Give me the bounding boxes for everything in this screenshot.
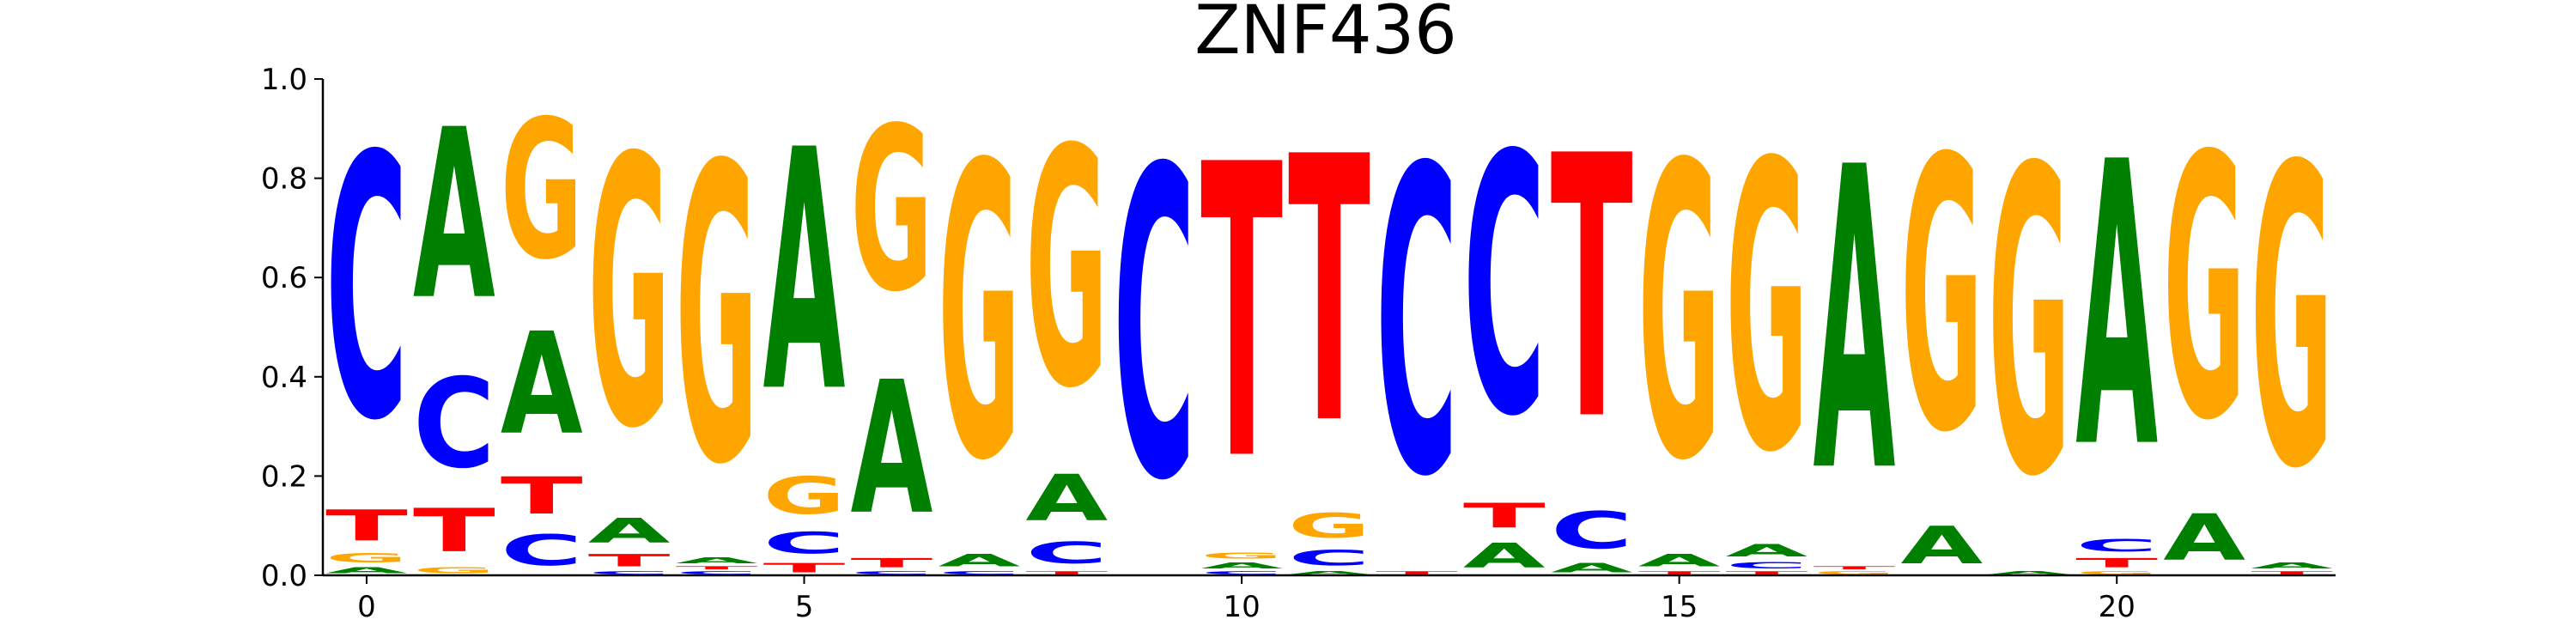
logo-letter-G-pos21: G bbox=[2163, 80, 2245, 500]
logo-letter-A-pos14: A bbox=[1551, 561, 1633, 575]
logo-letter-A-pos4: A bbox=[676, 556, 758, 565]
logo-letter-C-pos20: C bbox=[2075, 536, 2158, 556]
logo-letter-T-pos4: T bbox=[676, 566, 758, 571]
y-tick-label: 0.0 bbox=[261, 559, 307, 593]
logo-letter-G-pos15: G bbox=[1638, 80, 1721, 549]
logo-letter-T-pos15: T bbox=[1638, 570, 1721, 575]
logo-letter-C-pos2: C bbox=[501, 526, 583, 576]
logo-letter-T-pos8: T bbox=[1025, 570, 1108, 575]
logo-letter-T-pos14: T bbox=[1551, 79, 1634, 500]
logo-letter-G-pos1: G bbox=[413, 565, 495, 575]
logo-letter-T-pos11: T bbox=[1288, 79, 1371, 504]
logo-letter-C-pos10: C bbox=[1200, 570, 1283, 575]
logo-letter-G-pos17: G bbox=[1814, 570, 1896, 575]
logo-letter-G-pos0: G bbox=[325, 550, 408, 565]
logo-letter-G-pos8: G bbox=[1025, 81, 1108, 460]
logo-letter-A-pos3: A bbox=[588, 511, 671, 550]
logo-letter-A-pos20: A bbox=[2075, 80, 2159, 534]
logo-letter-C-pos16: C bbox=[1726, 561, 1808, 571]
logo-letter-A-pos0: A bbox=[325, 566, 408, 575]
logo-letter-T-pos13: T bbox=[1463, 496, 1546, 536]
logo-letter-G-pos16: G bbox=[1726, 81, 1808, 540]
logo-letter-G-pos22: G bbox=[2251, 81, 2333, 560]
logo-letter-C-pos9: C bbox=[1113, 82, 1195, 574]
logo-letter-A-pos6: A bbox=[851, 343, 933, 555]
logo-letter-G-pos6: G bbox=[851, 80, 933, 342]
logo-letter-A-pos18: A bbox=[1900, 516, 1983, 575]
x-tick-label: 15 bbox=[1661, 590, 1698, 624]
logo-letter-A-pos10: A bbox=[1200, 561, 1283, 570]
logo-letter-A-pos2: A bbox=[501, 304, 583, 466]
chart-axes: 0.0 0.2 0.4 0.6 0.8 1.0 0 5 10 15 20 bbox=[261, 63, 2336, 624]
y-tick-label: 0.8 bbox=[261, 162, 307, 197]
logo-letter-G-pos11: G bbox=[1288, 506, 1370, 545]
logo-letter-C-pos0: C bbox=[325, 81, 408, 501]
logo-letter-G-pos10: G bbox=[1200, 550, 1283, 561]
logo-letter-A-pos1: A bbox=[413, 79, 495, 351]
chart-title: ZNF436 bbox=[1194, 0, 1457, 70]
logo-letter-C-pos5: C bbox=[763, 526, 846, 561]
logo-letter-T-pos10: T bbox=[1200, 79, 1284, 549]
logo-letter-A-pos16: A bbox=[1726, 541, 1808, 561]
logo-letter-C-pos14: C bbox=[1551, 501, 1633, 560]
logo-letter-G-pos19: G bbox=[1988, 80, 2070, 568]
x-tick-label: 0 bbox=[357, 590, 376, 624]
logo-letter-T-pos12: T bbox=[1376, 570, 1458, 575]
logo-letter-G-pos2: G bbox=[501, 79, 583, 301]
logo-letter-G-pos3: G bbox=[588, 82, 671, 511]
logo-letter-T-pos5: T bbox=[763, 561, 846, 575]
logo-letter-C-pos12: C bbox=[1376, 82, 1458, 569]
logo-letter-G-pos18: G bbox=[1900, 82, 1983, 515]
logo-letter-C-pos4: C bbox=[676, 570, 758, 575]
y-tick-label: 0.2 bbox=[261, 459, 307, 494]
logo-letter-T-pos2: T bbox=[501, 467, 583, 526]
logo-letter-G-pos20: G bbox=[2075, 570, 2158, 575]
logo-letter-T-pos0: T bbox=[325, 501, 408, 550]
logo-letter-C-pos11: C bbox=[1288, 546, 1370, 571]
logo-letter-A-pos21: A bbox=[2163, 501, 2245, 575]
logo-letter-T-pos22: T bbox=[2251, 570, 2333, 575]
logo-letter-C-pos7: C bbox=[938, 570, 1020, 575]
y-tick-label: 0.4 bbox=[261, 361, 307, 395]
logo-letter-T-pos1: T bbox=[413, 496, 495, 566]
x-tick-label: 5 bbox=[795, 590, 814, 624]
logo-letter-A-pos15: A bbox=[1638, 550, 1721, 570]
logo-letter-G-pos4: G bbox=[676, 81, 758, 555]
logo-letter-A-pos13: A bbox=[1463, 536, 1546, 575]
x-tick-label: 10 bbox=[1223, 590, 1260, 624]
logo-letter-C-pos3: C bbox=[588, 570, 671, 575]
logo-letter-A-pos11: A bbox=[1288, 570, 1370, 575]
logo-letter-A-pos22: A bbox=[2251, 561, 2333, 570]
logo-letter-T-pos6: T bbox=[851, 556, 933, 570]
logo-letter-C-pos1: C bbox=[413, 353, 495, 495]
logo-letter-T-pos20: T bbox=[2075, 556, 2158, 570]
y-tick-label: 1.0 bbox=[261, 63, 307, 97]
logo-letter-C-pos8: C bbox=[1025, 536, 1108, 571]
logo-letter-T-pos3: T bbox=[588, 550, 671, 570]
logo-letter-A-pos7: A bbox=[938, 550, 1020, 570]
logo-letter-A-pos19: A bbox=[1988, 570, 2070, 575]
logo-letter-T-pos17: T bbox=[1814, 566, 1896, 571]
logo-letter-T-pos16: T bbox=[1726, 570, 1808, 575]
y-tick-label: 0.6 bbox=[261, 261, 307, 295]
logo-letter-C-pos6: C bbox=[851, 570, 933, 575]
x-tick-label: 20 bbox=[2099, 590, 2136, 624]
logo-letter-A-pos5: A bbox=[763, 81, 847, 465]
logo-letter-C-pos13: C bbox=[1463, 79, 1546, 495]
logo-letter-G-pos5: G bbox=[763, 466, 846, 526]
logo-letter-G-pos7: G bbox=[938, 80, 1020, 549]
logo-letter-A-pos17: A bbox=[1814, 81, 1897, 564]
logo-letter-A-pos8: A bbox=[1025, 462, 1108, 536]
